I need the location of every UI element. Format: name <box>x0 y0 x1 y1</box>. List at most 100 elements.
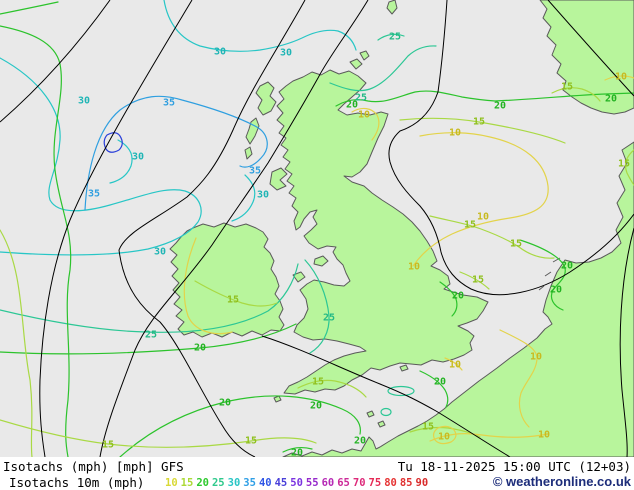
land-ireland <box>169 222 285 338</box>
contour-label-20: 20 <box>550 285 562 296</box>
trough-line <box>261 335 511 457</box>
contour-label-20: 20 <box>354 436 366 447</box>
isotach-20-line <box>119 395 361 457</box>
copyright-text: © weatheronline.co.uk <box>492 474 631 489</box>
contour-label-10: 10 <box>438 432 450 443</box>
contour-label-30: 30 <box>280 48 292 59</box>
isotach-15-line <box>459 271 490 290</box>
contour-label-25: 25 <box>323 313 335 324</box>
isotach-20-line <box>0 25 72 457</box>
isotach-15-line <box>551 87 601 102</box>
contour-label-10: 10 <box>358 110 370 121</box>
contour-label-15: 15 <box>422 422 434 433</box>
contour-label-30: 30 <box>214 47 226 58</box>
contour-label-15: 15 <box>312 377 324 388</box>
island-lewis <box>255 81 277 116</box>
trough-line <box>0 0 111 123</box>
trough-line <box>39 0 193 457</box>
isotach-20-line <box>439 281 458 317</box>
isotach-10-line <box>499 329 538 428</box>
isotach-25-line <box>304 259 330 354</box>
isotach-25-line <box>0 263 299 333</box>
contour-label-15: 15 <box>245 436 257 447</box>
isotach-20-line <box>282 446 313 453</box>
isotach-map[interactable]: 30 30 30 30 30 30 35 35 35 25 25 25 25 20 20 20 20 20 20 20… <box>0 0 634 457</box>
land-great-britain <box>276 69 489 395</box>
isotach-15-line <box>399 117 566 144</box>
isotach-10-line <box>429 433 549 442</box>
island-scilly <box>273 395 282 403</box>
scale-value-80: 80 <box>384 477 397 489</box>
level-title: Isotachs 10m (mph) <box>9 475 145 490</box>
legend-row-2: Isotachs 10m (mph) 10 15 20 25 30 35 40 45 50 55 6… <box>0 474 634 490</box>
contour-label-15: 15 <box>464 220 476 231</box>
contour-label-35: 35 <box>88 189 100 200</box>
scale-value-65: 65 <box>337 477 350 489</box>
contour-label-20: 20 <box>561 261 573 272</box>
island-anglesey <box>292 271 306 283</box>
scale-value-70: 70 <box>352 477 366 489</box>
isotach-30-line <box>0 57 202 256</box>
island-channel-2 <box>377 420 386 428</box>
wind-speed-scale: 10 15 20 25 30 35 40 45 50 55 60 65 70 75 80 85 90 <box>165 477 428 489</box>
contour-label-25: 25 <box>389 32 401 43</box>
isotach-15-line <box>0 419 317 448</box>
landmasses <box>169 0 634 457</box>
product-title: Isotachs (mph) [mph] GFS <box>3 459 184 474</box>
contour-label-15: 15 <box>102 440 114 451</box>
contour-label-10: 10 <box>449 360 461 371</box>
isotach-10-line <box>444 357 463 371</box>
island-barra <box>244 146 253 160</box>
isotach-20-line <box>419 370 449 408</box>
map-legend: Isotachs (mph) [mph] GFS Tu 18-11-2025 1… <box>0 457 634 490</box>
contour-label-20: 20 <box>346 100 358 111</box>
scale-value-25: 25 <box>211 477 225 489</box>
island-orkney-2 <box>359 50 370 61</box>
contour-label-20: 20 <box>291 448 303 458</box>
isotach-25-cell <box>387 385 415 397</box>
contour-label-10: 10 <box>615 72 627 83</box>
contour-label-20: 20 <box>434 377 446 388</box>
trough-lines <box>0 0 634 457</box>
scale-value-50: 50 <box>290 477 303 489</box>
isotach-20-line <box>519 239 566 311</box>
contour-label-35: 35 <box>249 166 261 177</box>
isotach-10-cell <box>432 425 457 445</box>
island-shetland <box>386 0 398 15</box>
scale-value-60: 60 <box>321 477 335 489</box>
forecast-timestamp: Tu 18-11-2025 15:00 UTC (12+03) <box>397 459 631 474</box>
isotach-25-cell <box>380 407 392 417</box>
isotach-25-line <box>329 45 437 92</box>
isotach-15-line <box>0 229 33 457</box>
contour-label-15: 15 <box>473 117 485 128</box>
contour-label-10: 10 <box>530 352 542 363</box>
contour-label-30: 30 <box>78 96 90 107</box>
scale-value-55: 55 <box>305 477 319 489</box>
contour-label-15: 15 <box>561 82 573 93</box>
contour-label-30: 30 <box>154 247 166 258</box>
contour-label-15: 15 <box>472 275 484 286</box>
trough-line <box>99 0 369 457</box>
isotach-30-line <box>163 0 357 52</box>
scale-value-30: 30 <box>227 477 241 489</box>
contour-label-15: 15 <box>618 159 630 170</box>
contour-label-35: 35 <box>163 98 175 109</box>
scale-value-20: 20 <box>196 477 209 489</box>
scale-value-75: 75 <box>368 477 382 489</box>
island-channel-1 <box>366 410 375 418</box>
contour-label-20: 20 <box>310 401 322 412</box>
isotach-15-line <box>297 379 367 398</box>
contour-label-20: 20 <box>605 94 617 105</box>
island-isle-of-man <box>313 255 329 267</box>
scale-value-15: 15 <box>180 477 194 489</box>
contour-label-15: 15 <box>510 239 522 250</box>
contour-label-10: 10 <box>449 128 461 139</box>
trough-line <box>118 0 306 457</box>
legend-row-1: Isotachs (mph) [mph] GFS Tu 18-11-2025 1… <box>0 458 634 474</box>
contour-label-25: 25 <box>145 330 157 341</box>
island-uist <box>245 117 260 145</box>
contour-label-30: 30 <box>132 152 144 163</box>
